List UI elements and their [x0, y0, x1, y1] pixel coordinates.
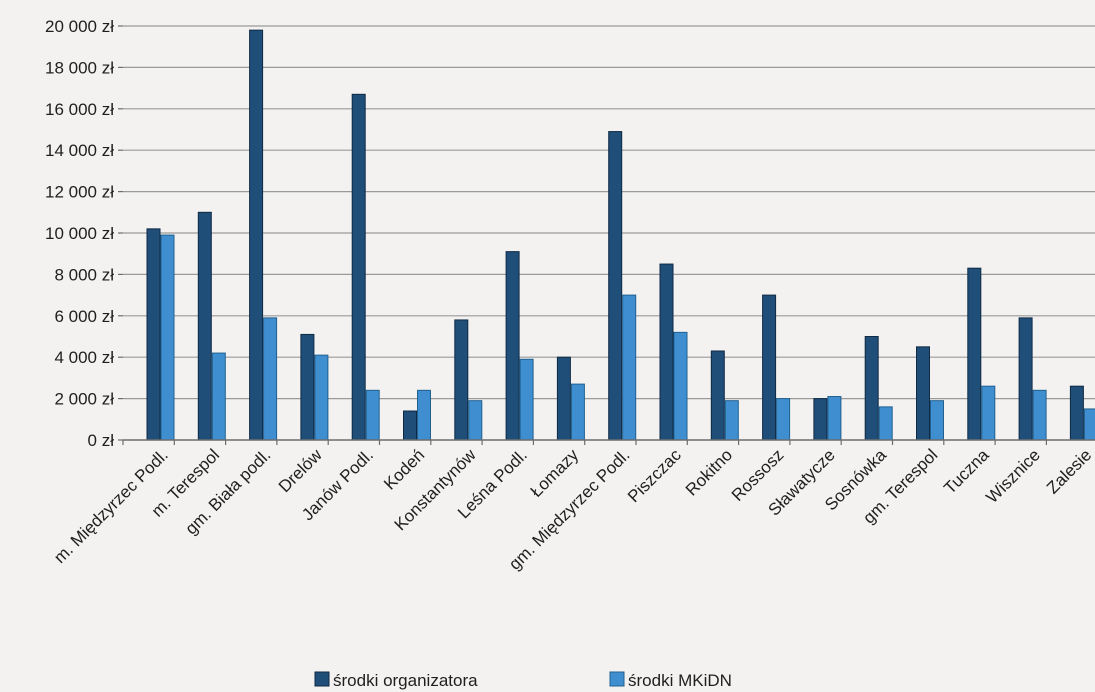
y-tick-label: 12 000 zł [45, 183, 114, 202]
x-axis [122, 439, 1095, 445]
x-category-label: Wisznice [982, 445, 1044, 507]
bar-mkidn [827, 396, 842, 441]
bar-mkidn [211, 352, 226, 441]
bar-mkidn [160, 234, 175, 441]
bar-mkidn [878, 406, 893, 441]
bar-organizer [710, 350, 725, 441]
y-tick-label: 14 000 zł [45, 141, 114, 160]
bar-mkidn [622, 294, 637, 441]
bar-organizer [403, 410, 417, 441]
y-tick-label: 10 000 zł [45, 224, 114, 243]
bar-organizer [197, 211, 212, 441]
bar-organizer [864, 336, 879, 441]
bar-mkidn [1032, 389, 1047, 441]
bar-mkidn [314, 354, 329, 441]
bar-mkidn [468, 400, 483, 441]
bar-organizer [351, 93, 366, 441]
x-category-label: Drelów [275, 445, 326, 496]
bar-organizer [249, 29, 264, 441]
y-tick-label: 16 000 zł [45, 100, 114, 119]
legend-label-mkidn: środki MKiDN [628, 671, 732, 690]
bar-mkidn [417, 389, 431, 441]
bar-organizer [762, 294, 777, 441]
y-tick-label: 0 zł [88, 431, 115, 450]
bar-mkidn [673, 331, 688, 441]
x-category-label: Piszczac [624, 445, 685, 506]
bar-mkidn [930, 400, 944, 441]
bar-mkidn [263, 317, 278, 441]
legend: środki organizatora środki MKiDN [314, 671, 732, 690]
bar-mkidn [776, 398, 791, 441]
y-tick-label: 8 000 zł [54, 265, 114, 284]
bar-organizer [146, 228, 161, 441]
bars [146, 29, 1095, 441]
legend-swatch-mkidn [609, 671, 625, 687]
bar-mkidn [981, 385, 996, 441]
legend-swatch-organizer [314, 671, 330, 687]
bar-mkidn [724, 400, 739, 441]
x-category-label: Zalesie [1043, 445, 1095, 497]
x-category-label: Kodeń [380, 445, 428, 493]
bar-organizer [608, 131, 623, 441]
bar-mkidn [570, 383, 585, 441]
y-tick-label: 2 000 zł [54, 390, 114, 409]
bar-mkidn [519, 358, 534, 441]
bar-mkidn [365, 389, 380, 441]
legend-label-organizer: środki organizatora [333, 671, 478, 690]
bar-organizer [300, 333, 315, 441]
y-tick-label: 4 000 zł [54, 348, 114, 367]
bar-organizer [916, 346, 930, 441]
y-axis-ticks: 0 zł 2 000 zł 4 000 zł 6 000 zł 8 000 zł 10 0… [45, 17, 123, 450]
bar-organizer [659, 263, 674, 441]
y-tick-label: 6 000 zł [54, 307, 114, 326]
bar-organizer [813, 398, 828, 441]
bar-organizer [505, 251, 520, 441]
y-tick-label: 20 000 zł [45, 17, 114, 36]
bar-organizer [1018, 317, 1033, 441]
bar-organizer [1069, 385, 1084, 441]
y-tick-label: 18 000 zł [45, 58, 114, 77]
bar-organizer [556, 356, 571, 441]
bar-organizer [967, 267, 982, 441]
bar-organizer [454, 319, 469, 441]
bar-mkidn [1083, 408, 1095, 441]
